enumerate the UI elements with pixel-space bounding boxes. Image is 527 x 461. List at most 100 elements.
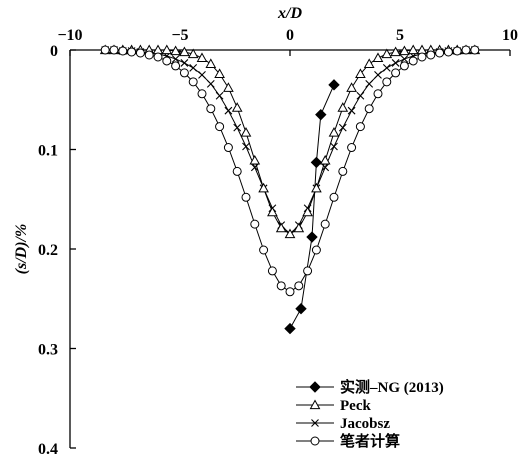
x-marker-stroke <box>391 59 400 67</box>
data-point <box>135 48 145 58</box>
data-point <box>328 79 340 91</box>
data-point <box>240 127 252 137</box>
data-point <box>374 70 382 79</box>
data-point <box>306 231 318 243</box>
data-point <box>196 52 208 63</box>
data-point <box>259 245 269 255</box>
series-2-markers <box>101 46 479 238</box>
data-point <box>180 59 189 67</box>
data-point <box>293 222 305 233</box>
data-point <box>294 281 304 291</box>
data-point <box>461 45 471 55</box>
data-point <box>382 77 392 87</box>
data-point <box>206 104 216 114</box>
data-point <box>355 122 365 132</box>
data-point <box>391 68 401 78</box>
data-point <box>187 48 199 59</box>
data-point <box>224 106 233 115</box>
data-point <box>284 322 296 335</box>
data-point <box>330 142 338 151</box>
x-tick-label: 10 <box>502 27 518 44</box>
y-tick-label: 0.1 <box>38 143 58 160</box>
data-point <box>198 70 206 79</box>
data-point <box>161 44 173 55</box>
data-point <box>206 79 215 88</box>
x-marker-stroke <box>198 70 206 79</box>
data-point <box>249 154 261 165</box>
data-point <box>241 192 251 202</box>
data-point <box>109 45 119 55</box>
data-point <box>390 46 401 57</box>
data-point <box>435 48 445 58</box>
series-2-line <box>105 49 475 235</box>
x-marker-stroke <box>374 70 382 79</box>
data-point <box>347 143 357 153</box>
data-point <box>276 281 286 291</box>
series-0-markers <box>284 79 340 335</box>
data-point <box>232 166 242 176</box>
data-point <box>443 47 453 57</box>
data-point <box>338 166 348 176</box>
data-point <box>407 44 419 55</box>
data-point <box>310 156 323 169</box>
axes-layer: −10 −5 0 5 10 0 0.1 0.2 0.3 0.4 x/D (s/D)/% <box>13 5 518 458</box>
series-0-line <box>289 84 335 329</box>
x-marker-stroke <box>347 106 356 115</box>
data-point <box>365 79 374 88</box>
data-point <box>215 122 225 132</box>
legend-entry-1: Peck <box>296 398 371 414</box>
data-point <box>233 123 242 132</box>
series-1-line <box>105 49 475 235</box>
legend-marker <box>309 381 321 393</box>
data-point <box>223 82 234 92</box>
legend-marker <box>309 399 321 410</box>
x-marker-stroke <box>321 163 330 172</box>
data-point <box>284 228 296 239</box>
legend-marker <box>310 436 320 446</box>
x-tick-label: −5 <box>171 27 188 44</box>
data-point <box>170 45 181 56</box>
data-point <box>179 46 190 57</box>
x-marker-stroke <box>250 163 259 172</box>
y-tick-label: 0 <box>50 43 58 60</box>
data-point <box>285 287 295 297</box>
data-point <box>311 182 322 193</box>
data-point <box>250 163 259 172</box>
legend-entry-2: Jacobsz <box>296 416 390 432</box>
x-marker-stroke <box>400 55 409 63</box>
legend-label: 实测–NG (2013) <box>340 378 444 396</box>
y-tick-label: 0.4 <box>38 441 58 458</box>
x-marker-stroke <box>365 79 374 88</box>
y-tick-label: 0.3 <box>38 342 58 359</box>
data-point <box>100 45 110 55</box>
x-marker-stroke <box>330 142 338 151</box>
x-marker-stroke <box>224 106 233 115</box>
legend-entry-0: 实测–NG (2013) <box>296 378 444 396</box>
data-point <box>197 89 207 99</box>
data-point <box>303 266 313 276</box>
x-marker-stroke <box>206 79 215 88</box>
data-point <box>214 68 225 78</box>
data-point <box>347 106 356 115</box>
x-marker-stroke <box>215 91 224 100</box>
series-layer <box>99 44 481 335</box>
data-point <box>267 266 277 276</box>
data-point <box>391 59 400 67</box>
data-point <box>320 219 330 229</box>
data-point <box>400 55 409 63</box>
data-point <box>250 219 260 229</box>
series-1-markers <box>99 44 481 239</box>
series-3-line <box>105 49 475 293</box>
data-point <box>295 302 307 315</box>
data-point <box>127 47 137 57</box>
x-marker-stroke <box>242 142 250 151</box>
data-point <box>267 206 278 217</box>
data-point <box>275 222 287 233</box>
legend-marker <box>311 419 319 427</box>
x-marker-stroke <box>311 419 319 427</box>
data-point <box>189 64 198 72</box>
data-point <box>363 58 375 69</box>
series-3-markers <box>100 45 480 297</box>
data-point <box>408 56 418 66</box>
